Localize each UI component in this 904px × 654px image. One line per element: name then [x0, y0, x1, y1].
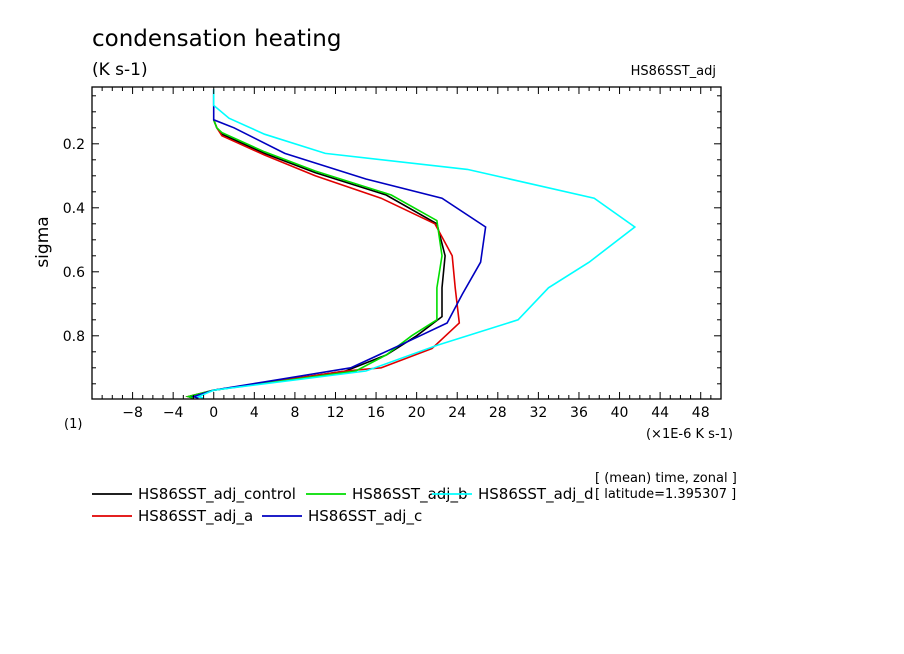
- annotation-line-1: [ (mean) time, zonal ]: [595, 471, 737, 486]
- plot-frame: [91, 86, 722, 400]
- chart-units: (K s-1): [92, 60, 148, 80]
- series-line-5: [196, 89, 637, 399]
- plot-lines: [185, 89, 637, 399]
- x-tick-label: 44: [651, 405, 669, 421]
- legend-entry-label: HS86SST_adj_d: [478, 485, 594, 504]
- axis-ticks: [92, 87, 721, 399]
- x-tick-label: 32: [529, 405, 547, 421]
- x-tick-label: 4: [250, 405, 259, 421]
- x-tick-label: 36: [570, 405, 588, 421]
- legend-entry-label: HS86SST_adj_b: [352, 485, 468, 504]
- x-tick-label: −8: [122, 405, 143, 421]
- series-line-2: [185, 119, 461, 399]
- legend-entry-label: HS86SST_adj_control: [138, 485, 296, 504]
- annotation-line-2: [ latitude=1.395307 ]: [595, 487, 736, 502]
- x-tick-label: 24: [448, 405, 466, 421]
- y-tick-label: 0.6: [63, 265, 85, 281]
- x-tick-label: 48: [692, 405, 710, 421]
- x-tick-label: 40: [611, 405, 629, 421]
- x-tick-label: 16: [367, 405, 385, 421]
- x-tick-label: 12: [327, 405, 345, 421]
- legend-entry-label: HS86SST_adj_a: [138, 507, 253, 526]
- series-line-4: [190, 89, 487, 399]
- y-axis-label: sigma: [33, 216, 53, 267]
- axis-tick-labels: −8 −4 0 4 8 12 16 20 24 28 32 36 40 44 480.20.40.60.8: [63, 137, 710, 421]
- x-tick-label: 20: [408, 405, 426, 421]
- x-tick-label: 28: [489, 405, 507, 421]
- legend-entry-label: HS86SST_adj_c: [308, 507, 422, 526]
- y-tick-label: 0.4: [63, 201, 85, 217]
- x-tick-label: −4: [163, 405, 184, 421]
- chart-title: condensation heating: [92, 26, 341, 52]
- y-tick-label: 0.8: [63, 329, 85, 345]
- legend: HS86SST_adj_control HS86SST_adj_b HS86SST_…: [92, 485, 594, 526]
- x-axis-label: (×1E-6 K s-1): [646, 427, 733, 442]
- x-tick-label: 8: [290, 405, 299, 421]
- x-tick-label: 0: [209, 405, 218, 421]
- dataset-label: HS86SST_adj: [631, 64, 716, 79]
- y-tick-label: 0.2: [63, 137, 85, 153]
- y-unit-note: (1): [64, 417, 82, 432]
